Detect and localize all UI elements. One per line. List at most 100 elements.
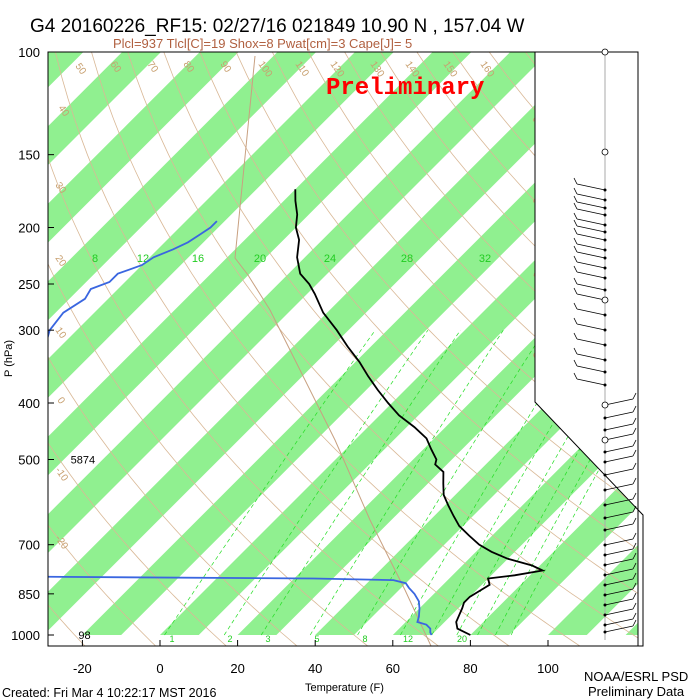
wind-barb-dot [603, 213, 607, 217]
wind-barb-feather [573, 202, 578, 210]
dry-adiabat [48, 356, 298, 646]
wind-barb-feather [632, 392, 637, 400]
x-axis-label: Temperature (F) [305, 682, 384, 694]
dry-adiabat [48, 524, 157, 646]
wind-barb-feather [573, 219, 578, 227]
mixing-ratio-line [510, 398, 638, 636]
parcel-path [234, 55, 432, 646]
chart-title: G4 20160226_RF15: 02/27/16 021849 10.90 … [30, 16, 524, 37]
wind-barb [604, 568, 634, 576]
dry-adiabat [235, 52, 638, 507]
wind-barb [576, 271, 606, 279]
pressure-tick-label: 1000 [11, 628, 40, 643]
wind-barb-feather [632, 592, 637, 600]
wind-barb-feather [632, 462, 637, 470]
mixing-ratio-label: 16 [192, 253, 204, 265]
wind-barb-feather [632, 612, 637, 620]
isotherm-label: 10 [53, 325, 69, 341]
temperature-tick-label: 60 [386, 661, 400, 676]
wind-barb-dot [603, 428, 607, 432]
wind-barb-dot [603, 256, 607, 260]
isotherm-band [82, 79, 638, 635]
wind-barb [604, 608, 634, 616]
wind-barb [576, 293, 606, 301]
wind-barb-dot [603, 206, 607, 210]
wind-barb-dot [603, 488, 607, 492]
wind-barb-feather [632, 552, 637, 560]
wind-barb-dot [603, 288, 607, 292]
isotherm-band [548, 545, 638, 635]
wind-barb-feather [632, 542, 637, 550]
wind-barb [604, 625, 634, 633]
preliminary-watermark: Preliminary [326, 75, 484, 102]
dry-adiabat [199, 52, 638, 551]
wind-barb-feather [573, 302, 578, 310]
mixing-ratio-label: 8 [92, 253, 98, 265]
wind-barb [576, 353, 606, 361]
wind-barb-feather [632, 439, 637, 447]
pressure-tick-label: 300 [18, 323, 40, 338]
data-note: Preliminary Data [588, 684, 685, 699]
plot-frame [47, 51, 639, 647]
wind-barb-dot [603, 370, 607, 374]
org-name: NOAA/ESRL PSD [584, 669, 688, 684]
wind-barb-feather [573, 237, 578, 245]
mixing-ratio-bottom-label: 8 [362, 634, 367, 644]
wind-barb-dot [603, 543, 607, 547]
wind-barb [576, 323, 606, 331]
mixing-ratio-label: 20 [254, 253, 266, 265]
temperature-tick-label: 80 [463, 661, 477, 676]
wind-barb [576, 261, 606, 269]
wind-barb-feather [632, 562, 637, 570]
pressure-tick-label: 700 [18, 538, 40, 553]
mixing-ratio-label: 32 [479, 253, 491, 265]
y-axis-label: P (hPa) [3, 340, 15, 377]
isotherm-band [48, 52, 239, 243]
isotherm-band [48, 52, 84, 88]
wind-barb-feather [573, 227, 578, 235]
wind-barb [604, 588, 634, 596]
wind-barb-dot [603, 313, 607, 317]
wind-barb-feather [632, 449, 637, 457]
temperature-tick-label: -20 [73, 661, 92, 676]
isotherm-band [48, 52, 627, 631]
wind-barb [604, 423, 634, 431]
wind-barb [576, 243, 606, 251]
wind-barb [576, 183, 606, 191]
wind-barb-dot [603, 473, 607, 477]
isotherm-band [48, 52, 161, 165]
height-annotation: 98 [78, 630, 90, 642]
wind-barb-feather [573, 255, 578, 263]
wind-barb [604, 483, 634, 491]
wind-barb-dot [603, 238, 607, 242]
isotherm-band [48, 52, 549, 553]
wind-barb-feather [573, 265, 578, 273]
wind-barb [576, 378, 606, 386]
wind-barb [604, 578, 634, 586]
wind-barb-dot [603, 630, 607, 634]
wind-barb [576, 283, 606, 291]
wind-barb [576, 193, 606, 201]
wind-barb-feather [632, 427, 637, 435]
temperature-tick-label: 40 [308, 661, 322, 676]
wind-barb-feather [632, 582, 637, 590]
wind-barb-dot [603, 328, 607, 332]
mixing-ratio-line [357, 330, 545, 636]
created-timestamp: Created: Fri Mar 4 10:22:17 MST 2016 [2, 686, 217, 700]
wind-barb-dot [603, 583, 607, 587]
wind-barb-dot [603, 603, 607, 607]
mixing-ratio-bottom-label: 20 [457, 634, 467, 644]
wind-barb [604, 558, 634, 566]
mixing-ratio-bottom-label: 3 [265, 634, 270, 644]
dewpoint-line [48, 220, 433, 636]
chart-subtitle: Plcl=937 Tlcl[C]=19 Shox=8 Pwat[cm]=3 Ca… [113, 36, 412, 51]
wind-barb [604, 548, 634, 556]
mixing-ratio-line [260, 330, 461, 636]
wind-barb-feather [573, 372, 578, 380]
isotherm-band [48, 52, 472, 476]
wind-barb-dot [603, 230, 607, 234]
height-annotation: 5874 [71, 454, 95, 466]
wind-barb-feather [632, 517, 637, 525]
dry-adiabat [48, 156, 440, 646]
mixing-ratio-line [309, 330, 504, 636]
